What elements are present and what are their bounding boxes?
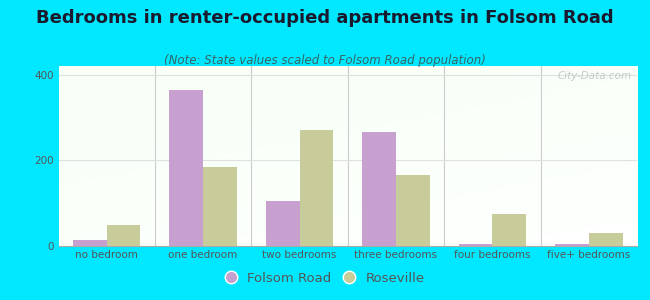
- Bar: [493, 214, 526, 246]
- Bar: [396, 175, 430, 246]
- Bar: [459, 244, 493, 246]
- Bar: [107, 225, 140, 246]
- Bar: [300, 130, 333, 246]
- Bar: [266, 201, 300, 246]
- Legend: Folsom Road, Roseville: Folsom Road, Roseville: [220, 266, 430, 290]
- Bar: [362, 132, 396, 246]
- Bar: [589, 233, 623, 246]
- Text: (Note: State values scaled to Folsom Road population): (Note: State values scaled to Folsom Roa…: [164, 54, 486, 67]
- Text: City-Data.com: City-Data.com: [557, 71, 631, 81]
- Bar: [203, 167, 237, 246]
- Bar: [555, 244, 589, 246]
- Bar: [73, 240, 107, 246]
- Bar: [170, 90, 203, 246]
- Text: Bedrooms in renter-occupied apartments in Folsom Road: Bedrooms in renter-occupied apartments i…: [36, 9, 614, 27]
